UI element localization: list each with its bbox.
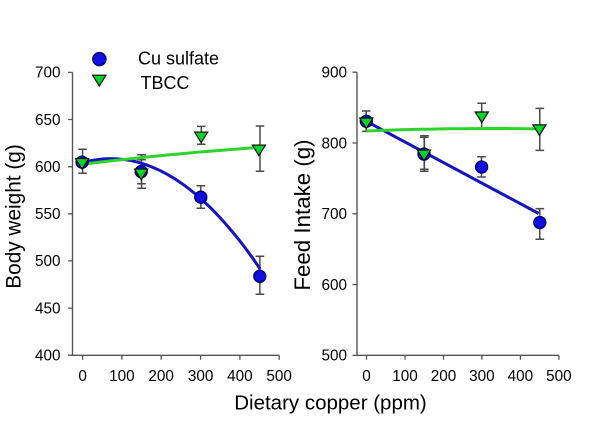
svg-text:400: 400 — [227, 368, 253, 385]
svg-text:400: 400 — [35, 348, 61, 365]
svg-text:700: 700 — [35, 65, 61, 82]
svg-text:Dietary copper (ppm): Dietary copper (ppm) — [234, 392, 427, 415]
svg-text:300: 300 — [469, 368, 495, 385]
svg-text:600: 600 — [321, 277, 347, 294]
svg-text:Cu sulfate: Cu sulfate — [138, 49, 219, 69]
svg-text:0: 0 — [78, 368, 87, 385]
svg-text:Feed Intake (g): Feed Intake (g) — [290, 139, 315, 290]
svg-text:500: 500 — [321, 348, 347, 365]
svg-text:100: 100 — [392, 368, 418, 385]
svg-text:700: 700 — [321, 206, 347, 223]
svg-text:200: 200 — [431, 368, 457, 385]
svg-text:600: 600 — [35, 159, 61, 176]
svg-text:Body weight (g): Body weight (g) — [3, 144, 26, 289]
svg-text:650: 650 — [35, 112, 61, 129]
svg-text:500: 500 — [546, 368, 572, 385]
svg-text:100: 100 — [109, 368, 135, 385]
svg-text:900: 900 — [321, 65, 347, 82]
svg-text:300: 300 — [188, 368, 214, 385]
svg-text:TBCC: TBCC — [141, 73, 190, 93]
svg-text:0: 0 — [362, 368, 371, 385]
svg-text:200: 200 — [148, 368, 174, 385]
svg-text:400: 400 — [508, 368, 534, 385]
svg-text:500: 500 — [266, 368, 292, 385]
svg-text:450: 450 — [35, 300, 61, 317]
svg-text:500: 500 — [35, 253, 61, 270]
svg-text:800: 800 — [321, 135, 347, 152]
svg-text:550: 550 — [35, 206, 61, 223]
